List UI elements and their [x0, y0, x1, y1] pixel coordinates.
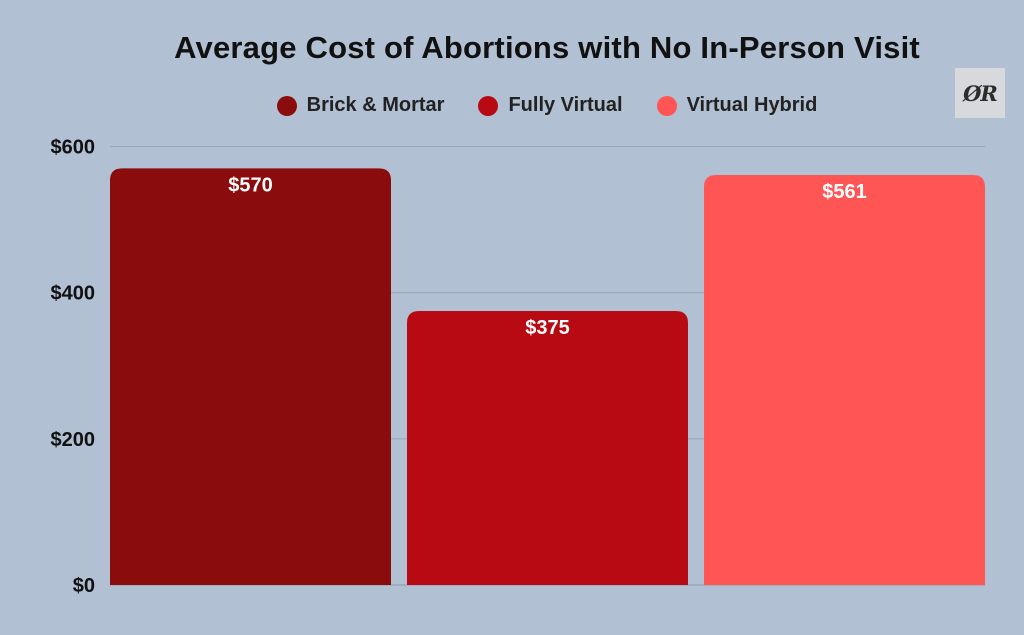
y-tick-label: $600 — [51, 137, 96, 159]
bar-fully-virtual — [407, 310, 688, 585]
legend-label-brick-mortar: Brick & Mortar — [306, 94, 445, 116]
chart-legend: Brick & Mortar Fully Virtual Virtual Hyb… — [0, 94, 1024, 117]
legend-label-virtual-hybrid: Virtual Hybrid — [686, 94, 818, 116]
chart-title: Average Cost of Abortions with No In-Per… — [174, 30, 920, 65]
bar-value-label: $570 — [228, 174, 273, 196]
y-tick-label: $400 — [51, 283, 96, 305]
bar-value-label: $375 — [525, 317, 570, 339]
legend-swatch-virtual-hybrid — [656, 95, 677, 116]
bar-value-label: $561 — [822, 181, 867, 203]
y-tick-label: $200 — [51, 429, 96, 451]
legend-swatch-fully-virtual — [478, 95, 499, 116]
legend-swatch-brick-mortar — [276, 95, 297, 116]
bar-brick-mortar — [110, 168, 391, 586]
logo-text: ØR — [963, 80, 998, 106]
legend-item-brick-mortar: Brick & Mortar — [276, 94, 445, 117]
legend-item-fully-virtual: Fully Virtual — [478, 94, 623, 117]
legend-label-fully-virtual: Fully Virtual — [508, 94, 623, 116]
y-tick-label: $0 — [73, 575, 95, 597]
legend-item-virtual-hybrid: Virtual Hybrid — [656, 94, 818, 117]
bar-virtual-hybrid — [704, 175, 985, 585]
brand-logo: ØR — [955, 68, 1005, 118]
